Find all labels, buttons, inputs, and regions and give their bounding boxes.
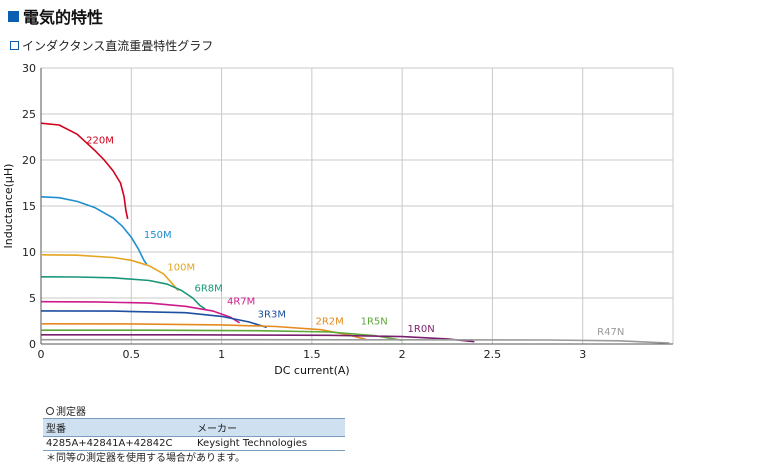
y-axis-title: Inductance(μH)	[2, 164, 15, 249]
series-label-1R5N: 1R5N	[361, 317, 388, 328]
measurement-title: 測定器	[46, 403, 86, 418]
series-line-100M	[40, 254, 179, 292]
circle-icon	[46, 406, 54, 415]
series-label-4R7M: 4R7M	[227, 296, 255, 307]
y-tick-label: 5	[29, 292, 36, 305]
table-header-model: 型番	[43, 418, 194, 437]
series-label-6R8M: 6R8M	[194, 284, 222, 295]
table-header-maker: メーカー	[194, 418, 345, 437]
chart-subtitle: インダクタンス直流重畳特性グラフ	[10, 37, 213, 54]
y-tick-label: 25	[22, 108, 36, 121]
x-tick-label: 0	[38, 348, 45, 361]
measurement-note: ＊同等の測定器を使用する場合があります。	[46, 453, 245, 464]
series-label-R47N: R47N	[597, 327, 624, 338]
y-tick-label: 20	[22, 154, 36, 167]
series-line-4R7M	[40, 300, 241, 324]
series-line-2R2M	[40, 322, 367, 341]
table-header-row: 型番 メーカー	[43, 418, 345, 437]
series-label-150M: 150M	[144, 230, 172, 241]
table-cell-maker: Keysight Technologies	[194, 436, 345, 451]
x-tick-label: 1.5	[303, 348, 321, 361]
blue-square-icon	[8, 10, 19, 22]
series-label-220M: 220M	[86, 135, 114, 146]
series-line-R47N	[41, 338, 670, 344]
section-title-text: 電気的特性	[23, 8, 104, 27]
table-row: 4285A+42841A+42842C Keysight Technologie…	[43, 436, 345, 451]
y-tick-label: 15	[22, 200, 36, 213]
y-tick-label: 0	[29, 338, 36, 351]
series-line-220M	[40, 122, 129, 220]
measurement-table: 型番 メーカー 4285A+42841A+42842C Keysight Tec…	[43, 418, 345, 451]
x-tick-label: 2	[399, 348, 406, 361]
series-line-3R3M	[40, 310, 267, 329]
y-tick-label: 30	[22, 62, 36, 75]
x-tick-label: 0.5	[123, 348, 141, 361]
x-tick-label: 3	[579, 348, 586, 361]
series-label-100M: 100M	[167, 262, 195, 273]
series-line-1R0N	[41, 333, 475, 343]
x-axis-title: DC current(A)	[274, 364, 349, 376]
series-label-3R3M: 3R3M	[258, 309, 286, 320]
series-line-150M	[40, 196, 148, 265]
open-square-icon	[10, 41, 19, 50]
x-tick-label: 2.5	[484, 348, 502, 361]
measurement-title-text: 測定器	[56, 407, 86, 418]
series-label-2R2M: 2R2M	[315, 317, 343, 328]
series-label-1R0N: 1R0N	[408, 324, 435, 335]
y-tick-label: 10	[22, 246, 36, 259]
x-tick-label: 1	[218, 348, 225, 361]
series-line-6R8M	[40, 276, 206, 310]
chart-subtitle-text: インダクタンス直流重畳特性グラフ	[22, 39, 214, 53]
section-title: 電気的特性	[8, 6, 104, 27]
table-cell-model: 4285A+42841A+42842C	[43, 436, 194, 451]
